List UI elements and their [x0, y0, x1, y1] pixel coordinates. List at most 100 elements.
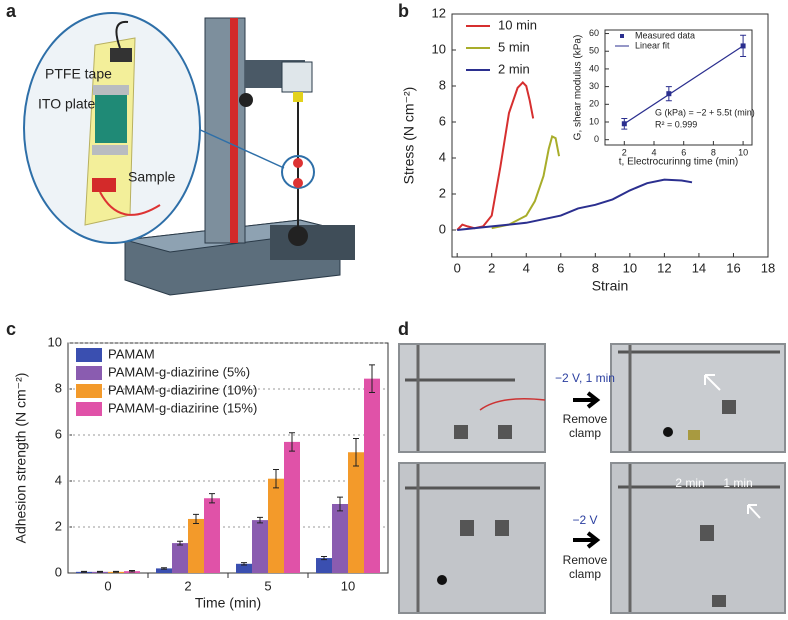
diagram-label: Sample — [128, 169, 176, 185]
y-tick-label: 0 — [55, 564, 62, 579]
data-line — [491, 134, 561, 230]
photo-annotation: 1 min — [723, 476, 752, 490]
error-bar — [81, 570, 87, 573]
bar — [332, 504, 348, 573]
photo-annotation: Remove — [563, 412, 608, 426]
legend-swatch — [76, 384, 102, 398]
error-bar — [129, 569, 135, 573]
x-tick-label: 14 — [692, 260, 706, 275]
photo-annotation: 2 min — [675, 476, 704, 490]
bar — [188, 518, 204, 573]
y-tick-label: 4 — [55, 472, 62, 487]
error-bar — [161, 567, 167, 570]
bar — [316, 558, 332, 573]
photo-annotation: −2 V — [572, 513, 597, 527]
y-tick-label: 60 — [589, 28, 599, 38]
plot-frame — [604, 29, 753, 146]
error-bar — [113, 570, 119, 573]
y-tick-label: 40 — [589, 63, 599, 73]
error-bar — [353, 437, 359, 467]
panel-label: c — [6, 319, 16, 339]
x-tick-label: 6 — [681, 147, 686, 157]
error-bar — [273, 469, 279, 489]
legend-label: 10 min — [498, 17, 537, 32]
y-tick-label: 20 — [589, 99, 599, 109]
diagram-label: ITO plate — [38, 96, 96, 112]
error-bar — [337, 496, 343, 512]
legend-swatch — [620, 34, 624, 38]
legend-label: Linear fit — [635, 40, 670, 50]
annotation: G (kPa) = −2 + 5.5t (min) — [655, 107, 755, 117]
x-tick-label: 10 — [738, 147, 748, 157]
x-tick-label: 4 — [523, 260, 530, 275]
x-tick-label: 8 — [711, 147, 716, 157]
y-tick-label: 8 — [55, 380, 62, 395]
bar — [156, 568, 172, 573]
legend-label: Measured data — [635, 30, 695, 40]
data-line — [457, 178, 693, 231]
x-tick-label: 4 — [651, 147, 656, 157]
x-axis-label: Time (min) — [195, 595, 261, 611]
legend-label: 2 min — [498, 61, 530, 76]
panel-label: b — [398, 1, 409, 21]
diagram-label: PTFE tape — [45, 66, 112, 82]
error-bar — [97, 570, 103, 573]
panel-label: d — [398, 319, 409, 339]
data-point — [666, 91, 672, 97]
photo-annotation: −2 V, 1 min — [555, 371, 615, 385]
x-tick-label: 6 — [557, 260, 564, 275]
error-bar — [257, 516, 263, 524]
x-tick-label: 2 — [184, 578, 191, 593]
error-bar — [321, 555, 327, 561]
x-axis-label: t, Electrocurinng time (min) — [619, 157, 738, 168]
bar — [268, 478, 284, 573]
y-axis-label: Stress (N cm⁻²) — [401, 87, 417, 185]
legend-label: PAMAM-g-diazirine (15%) — [108, 400, 257, 415]
photo-annotation: clamp — [569, 426, 601, 440]
y-tick-label: 12 — [432, 5, 446, 20]
legend-label: 5 min — [498, 39, 530, 54]
y-tick-label: 8 — [439, 77, 446, 92]
x-tick-label: 0 — [454, 260, 461, 275]
legend-swatch — [76, 402, 102, 416]
error-bar — [241, 562, 247, 566]
y-tick-label: 50 — [589, 46, 599, 56]
y-tick-label: 30 — [589, 81, 599, 91]
legend-swatch — [76, 348, 102, 362]
legend-label: PAMAM — [108, 346, 155, 361]
bar — [348, 452, 364, 573]
y-tick-label: 2 — [439, 185, 446, 200]
legend-label: PAMAM-g-diazirine (5%) — [108, 364, 250, 379]
x-tick-label: 10 — [623, 260, 637, 275]
error-bar — [209, 493, 215, 504]
legend-label: PAMAM-g-diazirine (10%) — [108, 382, 257, 397]
y-tick-label: 10 — [432, 41, 446, 56]
y-tick-label: 0 — [594, 134, 599, 144]
x-tick-label: 5 — [264, 578, 271, 593]
error-bar — [369, 364, 375, 393]
data-line — [456, 80, 535, 231]
photos — [398, 343, 786, 614]
y-tick-label: 4 — [439, 149, 446, 164]
apparatus — [23, 12, 355, 296]
photo-annotation: Remove — [563, 553, 608, 567]
y-tick-label: 2 — [55, 518, 62, 533]
x-tick-label: 8 — [592, 260, 599, 275]
y-tick-label: 6 — [55, 426, 62, 441]
fit-line — [623, 45, 744, 125]
y-tick-label: 10 — [589, 116, 599, 126]
x-axis-label: Strain — [592, 278, 629, 294]
x-tick-label: 0 — [104, 578, 111, 593]
bar — [204, 498, 220, 573]
bar — [236, 563, 252, 573]
error-bar — [177, 540, 183, 546]
bar — [284, 441, 300, 573]
x-tick-label: 12 — [657, 260, 671, 275]
x-tick-label: 2 — [488, 260, 495, 275]
x-tick-label: 18 — [761, 260, 775, 275]
x-tick-label: 2 — [622, 147, 627, 157]
legend-swatch — [76, 366, 102, 380]
bar — [364, 378, 380, 573]
panel-label: a — [6, 1, 17, 21]
y-axis-label: G, shear modulus (kPa) — [573, 35, 584, 141]
